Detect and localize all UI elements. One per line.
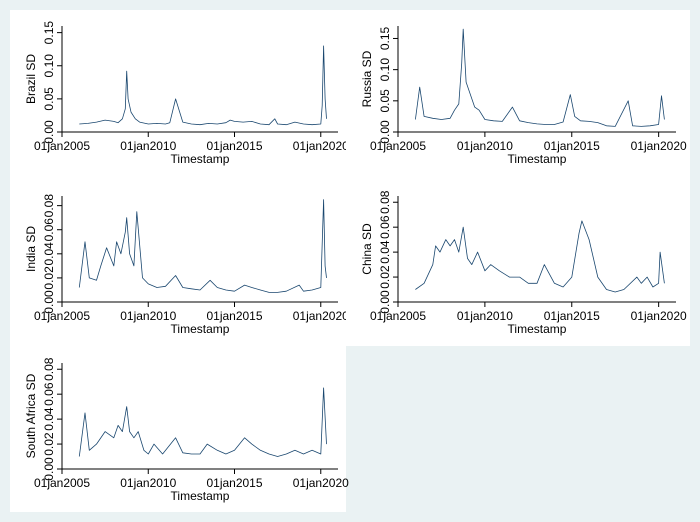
y-tick-label: 0.10 (42, 54, 56, 78)
x-tick-label: 01jan2020 (631, 139, 687, 153)
x-axis-title: Timestamp (171, 489, 230, 503)
panel-india: 01jan2005 01jan2010 01jan2015 01jan2020 0.00… (10, 180, 349, 346)
x-tick-label: 01jan2005 (370, 309, 426, 323)
y-tick-label: 0.15 (378, 26, 392, 50)
y-axis-title: Brazil SD (24, 54, 38, 104)
y-tick-label: 0.05 (378, 89, 392, 113)
panel-background (346, 10, 690, 180)
series-line-india (78, 199, 327, 293)
y-tick-label: 0.00 (42, 290, 56, 314)
series-line-brazil (79, 45, 327, 126)
panel-brazil: 01jan2005 01jan2010 01jan2015 01jan2020 0.00… (10, 10, 349, 180)
x-tick-label: 01jan2010 (120, 476, 176, 490)
x-axis-title: Timestamp (171, 152, 230, 166)
y-tick-label: 0.00 (42, 457, 56, 481)
x-tick-label: 01jan2015 (206, 309, 262, 323)
y-axis-title: India SD (24, 226, 38, 272)
y-tick-label: 0.04 (42, 242, 56, 266)
y-tick-label: 0.15 (42, 21, 56, 45)
x-tick-label: 01jan2005 (370, 139, 426, 153)
y-tick-label: 0.08 (378, 190, 392, 214)
x-tick-label: 01jan2010 (457, 309, 513, 323)
y-tick-label: 0.06 (378, 215, 392, 239)
panel-background (10, 10, 346, 180)
x-tick-label: 01jan2010 (457, 139, 513, 153)
x-tick-label: 01jan2015 (206, 139, 262, 153)
x-tick-label: 01jan2020 (293, 309, 349, 323)
panel-background (10, 346, 346, 512)
y-axis-title: South Africa SD (24, 373, 38, 458)
panel-background (346, 180, 690, 346)
panel-russia: 01jan2005 01jan2010 01jan2015 01jan2020 0.00… (346, 10, 690, 180)
x-tick-label: 01jan2010 (120, 309, 176, 323)
y-tick-label: 0.00 (378, 290, 392, 314)
x-tick-label: 01jan2015 (544, 139, 600, 153)
y-tick-label: 0.02 (42, 432, 56, 456)
x-tick-label: 01jan2005 (34, 139, 90, 153)
y-tick-label: 0.02 (378, 265, 392, 289)
y-tick-label: 0.08 (42, 357, 56, 381)
x-tick-label: 01jan2020 (631, 309, 687, 323)
panel-background (10, 180, 346, 346)
y-tick-label: 0.05 (42, 87, 56, 111)
x-axis-title: Timestamp (508, 322, 567, 336)
series-line-china (415, 220, 665, 293)
x-tick-label: 01jan2005 (34, 476, 90, 490)
y-tick-label: 0.04 (42, 407, 56, 431)
y-tick-label: 0.06 (42, 218, 56, 242)
y-axis-title: Russia SD (360, 50, 374, 107)
x-tick-label: 01jan2020 (293, 476, 349, 490)
x-tick-label: 01jan2015 (206, 476, 262, 490)
x-axis-title: Timestamp (171, 322, 230, 336)
x-tick-label: 01jan2005 (34, 309, 90, 323)
y-axis-title: China SD (360, 223, 374, 275)
y-tick-label: 0.10 (378, 58, 392, 82)
y-tick-label: 0.02 (42, 266, 56, 290)
x-tick-label: 01jan2015 (544, 309, 600, 323)
y-tick-label: 0.04 (378, 240, 392, 264)
panel-china: 01jan2005 01jan2010 01jan2015 01jan2020 0.00… (346, 180, 690, 346)
x-axis-title: Timestamp (508, 152, 567, 166)
y-tick-label: 0.06 (42, 382, 56, 406)
y-tick-label: 0.08 (42, 194, 56, 218)
panel-south-africa: 01jan2005 01jan2010 01jan2015 01jan2020 0.00… (10, 346, 349, 512)
series-line-south-africa (78, 387, 327, 457)
y-tick-label: 0.00 (42, 120, 56, 144)
x-tick-label: 01jan2020 (293, 139, 349, 153)
series-line-russia (415, 28, 665, 127)
x-tick-label: 01jan2010 (120, 139, 176, 153)
y-tick-label: 0.00 (378, 120, 392, 144)
